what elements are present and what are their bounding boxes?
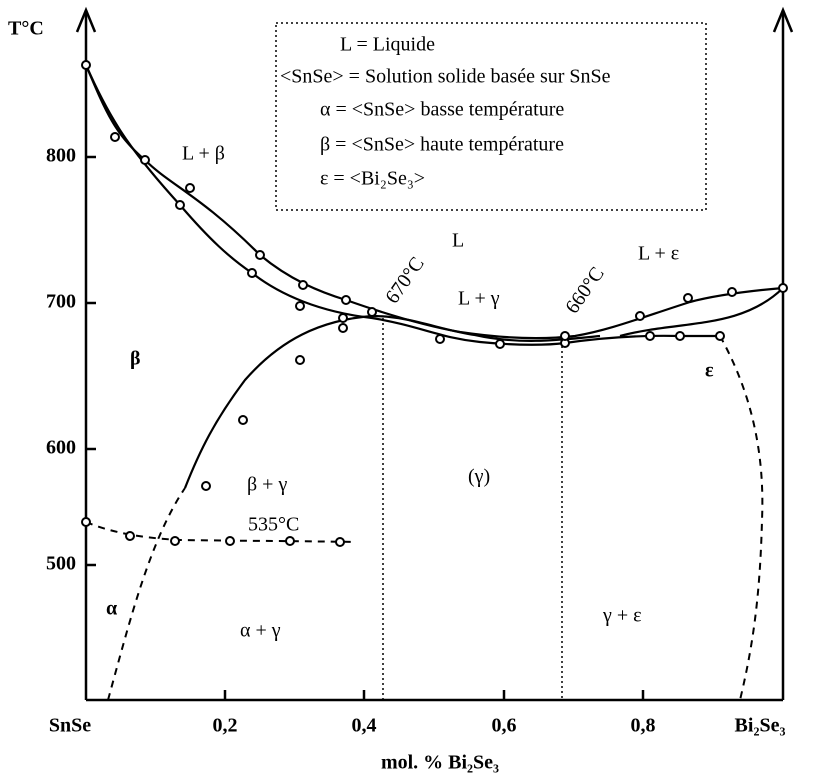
region-label: L + γ	[458, 288, 500, 310]
region-label: L	[452, 230, 464, 252]
region-label: α	[106, 598, 117, 620]
y-tick-label: 700	[46, 291, 76, 313]
axes	[75, 6, 794, 702]
region-label: γ + ε	[602, 605, 642, 627]
region-label: 660°C	[561, 263, 608, 318]
region-label: β	[130, 348, 141, 370]
x-title: mol. % Bi₂Se₃	[381, 752, 499, 774]
y-tick-label: 500	[46, 553, 76, 575]
region-label: ε	[705, 360, 714, 382]
y-title: T°C	[8, 18, 44, 40]
region-label: (γ)	[468, 466, 490, 488]
legend-entry: α = <SnSe> basse température	[320, 99, 564, 121]
x-left-label: SnSe	[49, 715, 91, 737]
y-tick-label: 800	[46, 145, 76, 167]
legend-entry: β = <SnSe> haute température	[320, 134, 564, 156]
x-tick-label: 0,8	[631, 715, 656, 737]
x-tick-label: 0,6	[492, 715, 517, 737]
data-points	[81, 60, 788, 547]
region-label: α + γ	[240, 620, 281, 642]
x-tick-label: 0,4	[352, 715, 377, 737]
legend-entry: L = Liquide	[340, 34, 435, 56]
region-label: 535°C	[248, 514, 299, 536]
legend-box	[275, 22, 707, 211]
region-label: L + ε	[638, 243, 679, 265]
region-label: L + β	[182, 143, 225, 165]
legend-entry: <SnSe> = Solution solide basée sur SnSe	[280, 66, 611, 88]
region-label: β + γ	[247, 474, 287, 496]
region-label: 670°C	[381, 253, 428, 308]
x-right-label: Bi₂Se₃	[735, 715, 786, 737]
x-tick-label: 0,2	[213, 715, 238, 737]
y-tick-label: 600	[46, 437, 76, 459]
legend-entry: ε = <Bi₂Se₃>	[320, 168, 425, 190]
